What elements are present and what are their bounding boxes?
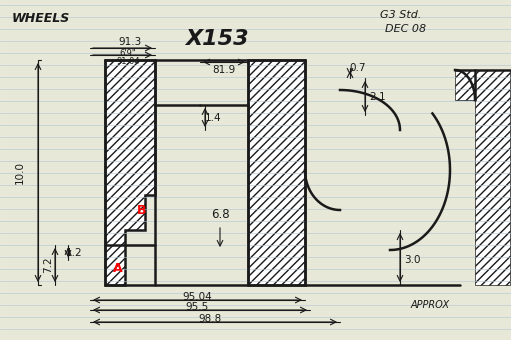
- Polygon shape: [248, 60, 305, 285]
- Text: 6'9": 6'9": [120, 50, 136, 58]
- Text: 10.0: 10.0: [15, 160, 25, 184]
- Text: G3 Std.: G3 Std.: [380, 10, 422, 20]
- Text: B: B: [137, 204, 147, 217]
- Text: 6.8: 6.8: [211, 208, 229, 221]
- Text: 7.2: 7.2: [43, 257, 53, 273]
- Text: 95.5: 95.5: [185, 302, 208, 312]
- Text: X153: X153: [185, 29, 249, 49]
- Text: 2.1: 2.1: [369, 92, 386, 102]
- Text: 91.04: 91.04: [116, 57, 140, 67]
- Text: APPROX: APPROX: [410, 300, 450, 310]
- Text: 98.8: 98.8: [198, 314, 222, 324]
- Text: DEC 08: DEC 08: [385, 24, 426, 34]
- Text: 3.0: 3.0: [404, 255, 420, 265]
- Text: WHEELS: WHEELS: [12, 12, 70, 25]
- Text: 91.3: 91.3: [119, 37, 142, 47]
- Text: 81.9: 81.9: [213, 65, 236, 75]
- Text: 0.7: 0.7: [350, 63, 366, 73]
- Polygon shape: [105, 60, 155, 285]
- Text: 1.4: 1.4: [205, 113, 221, 123]
- Text: 1.2: 1.2: [66, 248, 82, 258]
- Text: 95.04: 95.04: [182, 292, 212, 302]
- Text: A: A: [113, 261, 123, 274]
- Polygon shape: [455, 70, 510, 285]
